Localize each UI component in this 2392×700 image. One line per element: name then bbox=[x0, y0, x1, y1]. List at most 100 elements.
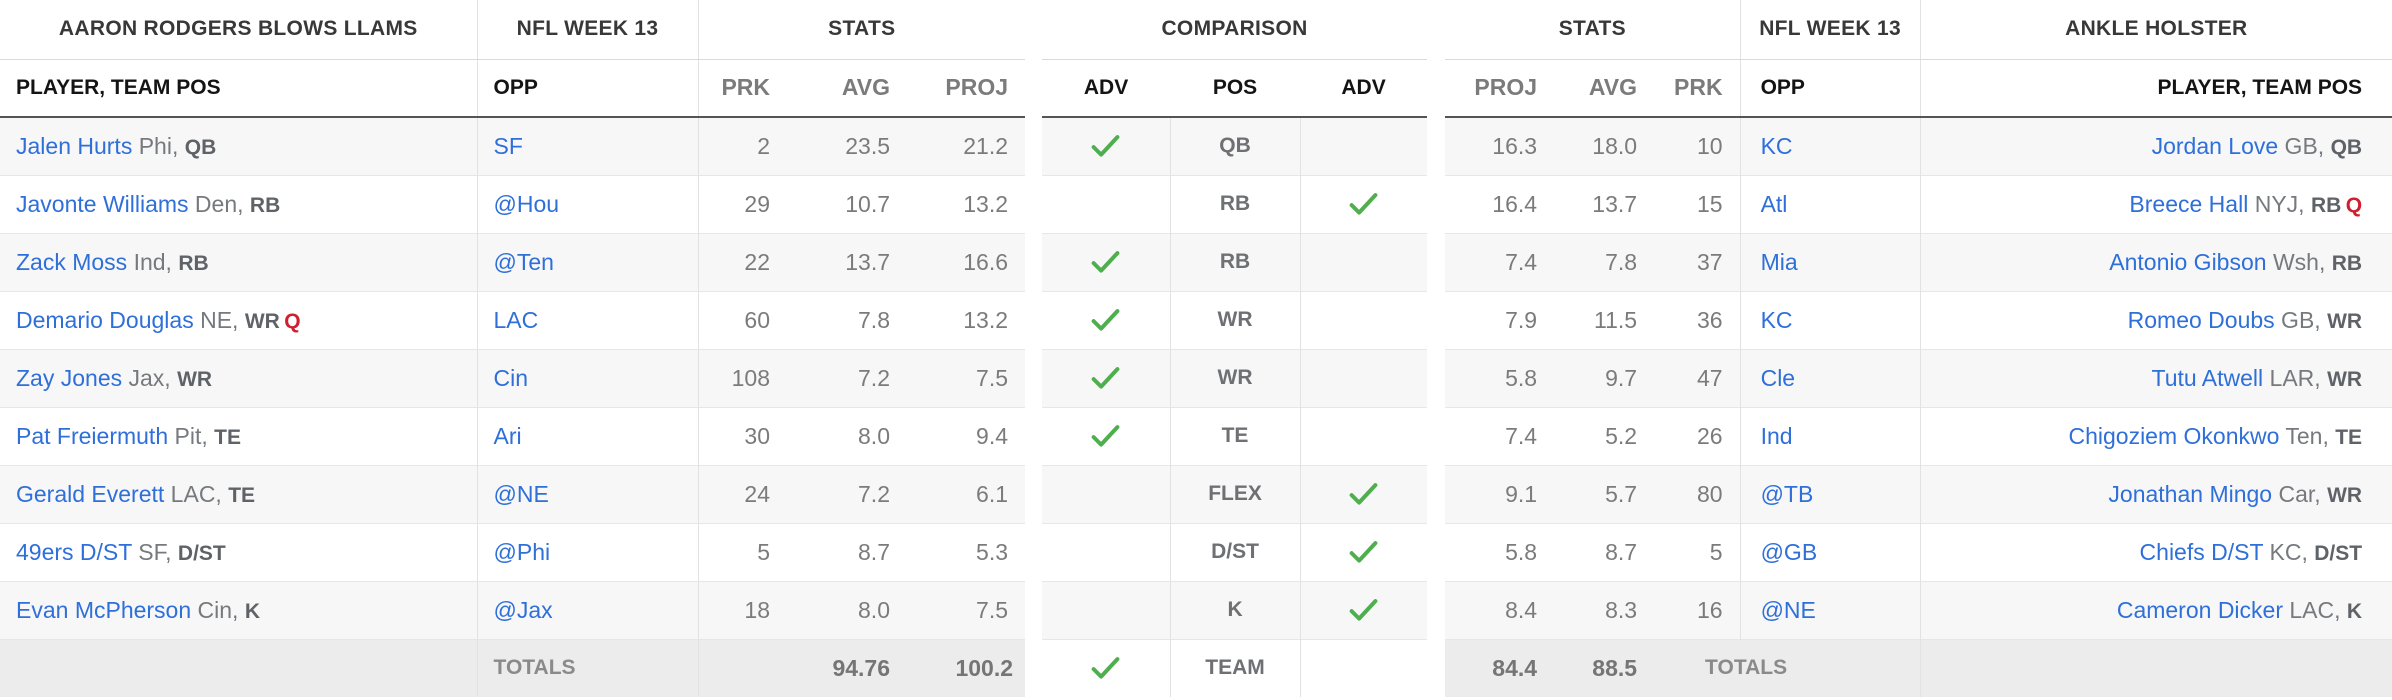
opponent-cell: Atl bbox=[1740, 175, 1921, 233]
position-cell: WR bbox=[1169, 291, 1301, 349]
advantage-check-icon bbox=[1090, 366, 1121, 389]
advantage-left-cell bbox=[1042, 349, 1170, 407]
position-cell: FLEX bbox=[1169, 465, 1301, 523]
prk-value: 2 bbox=[757, 132, 770, 159]
comparison-row: TE bbox=[1042, 407, 1428, 465]
player-link[interactable]: Tutu Atwell bbox=[2151, 364, 2264, 391]
position-label: K bbox=[1227, 598, 1243, 621]
left-week-header: NFL WEEK 13 bbox=[477, 0, 699, 60]
player-link[interactable]: Zack Moss bbox=[16, 248, 128, 275]
opponent-link[interactable]: Cin bbox=[493, 364, 529, 391]
opponent-link[interactable]: @Phi bbox=[493, 538, 551, 565]
opponent-link[interactable]: LAC bbox=[493, 306, 539, 333]
player-link[interactable]: Evan McPherson bbox=[16, 596, 192, 623]
player-link[interactable]: 49ers D/ST bbox=[16, 538, 132, 565]
right-proj-colhead: PROJ bbox=[1445, 59, 1550, 118]
opponent-link[interactable]: Mia bbox=[1760, 248, 1798, 275]
opponent-link[interactable]: @Ten bbox=[493, 248, 554, 275]
comparison-header: COMPARISON bbox=[1042, 0, 1428, 60]
player-team: Jax, bbox=[122, 364, 178, 391]
player-team: GB, bbox=[2274, 306, 2328, 333]
left-team-name: AARON RODGERS BLOWS LLAMS bbox=[0, 0, 478, 60]
player-team: SF, bbox=[131, 538, 178, 565]
player-link[interactable]: Demario Douglas bbox=[16, 306, 194, 333]
left-opp-colhead: OPP bbox=[477, 59, 699, 118]
comparison-row: WR bbox=[1042, 349, 1428, 407]
player-link[interactable]: Romeo Doubs bbox=[2127, 306, 2275, 333]
injury-status-icon: Q bbox=[284, 309, 301, 333]
avg-value: 8.3 bbox=[1605, 596, 1638, 623]
prk-value: 5 bbox=[757, 538, 770, 565]
player-link[interactable]: Chiefs D/ST bbox=[2139, 538, 2264, 565]
opponent-cell: @Ten bbox=[477, 233, 699, 291]
player-link[interactable]: Jalen Hurts bbox=[16, 132, 133, 159]
player-link[interactable]: Chigoziem Okonkwo bbox=[2068, 422, 2280, 449]
player-link[interactable]: Javonte Williams bbox=[16, 190, 189, 217]
player-row: 5.8 9.7 47 Cle Tutu Atwell LAR, WR bbox=[1445, 349, 2392, 407]
totals-avg-value: 88.5 bbox=[1592, 654, 1638, 681]
opponent-link[interactable]: Ind bbox=[1760, 422, 1793, 449]
opponent-cell: LAC bbox=[477, 291, 699, 349]
advantage-right-cell bbox=[1300, 639, 1427, 697]
advantage-check-icon bbox=[1090, 424, 1121, 447]
proj-value: 16.4 bbox=[1492, 190, 1538, 217]
position-cell: RB bbox=[1169, 175, 1301, 233]
avg-value: 7.2 bbox=[858, 480, 890, 507]
player-row: 8.4 8.3 16 @NE Cameron Dicker LAC, K bbox=[1445, 581, 2392, 639]
player-link[interactable]: Jordan Love bbox=[2151, 132, 2279, 159]
player-row: 49ers D/ST SF, D/ST @Phi 5 8.7 5.3 bbox=[0, 523, 1026, 581]
proj-value: 8.4 bbox=[1505, 596, 1538, 623]
opponent-link[interactable]: @GB bbox=[1760, 538, 1818, 565]
opponent-link[interactable]: Ari bbox=[493, 422, 522, 449]
proj-value: 16.6 bbox=[963, 248, 1009, 275]
player-team: LAC, bbox=[2282, 596, 2347, 623]
left-table-colhead-row: PLAYER, TEAM POS OPP PRK AVG PROJ bbox=[0, 59, 1026, 118]
position-label: D/ST bbox=[1211, 540, 1259, 563]
position-label: QB bbox=[1219, 134, 1251, 158]
comparison-row: QB bbox=[1042, 117, 1428, 175]
prk-value: 15 bbox=[1649, 175, 1741, 233]
left-proj-colhead: PROJ bbox=[902, 59, 1026, 118]
player-cell: Jonathan Mingo Car, WR bbox=[1920, 465, 2392, 523]
player-team: Ind, bbox=[127, 248, 179, 275]
position-label: TE bbox=[1221, 424, 1249, 447]
totals-label: TOTALS bbox=[477, 639, 699, 697]
opponent-link[interactable]: KC bbox=[1760, 132, 1793, 159]
prk-value: 16 bbox=[1649, 581, 1741, 639]
adv-right-colhead: ADV bbox=[1300, 59, 1428, 118]
player-link[interactable]: Breece Hall bbox=[2129, 190, 2249, 217]
prk-value: 5 bbox=[1649, 523, 1741, 581]
right-week-header: NFL WEEK 13 bbox=[1740, 0, 1921, 60]
player-link[interactable]: Zay Jones bbox=[16, 364, 123, 391]
player-link[interactable]: Antonio Gibson bbox=[2109, 248, 2267, 275]
right-team-table: STATS NFL WEEK 13 ANKLE HOLSTER PROJ AVG… bbox=[1445, 0, 2392, 697]
opponent-link[interactable]: @NE bbox=[1760, 596, 1816, 623]
opponent-link[interactable]: SF bbox=[493, 132, 523, 159]
player-position: D/ST bbox=[2314, 541, 2363, 565]
player-link[interactable]: Cameron Dicker bbox=[2116, 596, 2283, 623]
totals-proj-value: 100.2 bbox=[955, 654, 1014, 681]
advantage-right-cell bbox=[1300, 233, 1427, 291]
totals-spacer bbox=[1920, 639, 2392, 697]
opponent-link[interactable]: @Hou bbox=[493, 190, 560, 217]
proj-value: 5.8 bbox=[1505, 538, 1538, 565]
prk-value: 80 bbox=[1649, 465, 1741, 523]
opponent-link[interactable]: KC bbox=[1760, 306, 1793, 333]
player-link[interactable]: Pat Freiermuth bbox=[16, 422, 169, 449]
prk-value: 22 bbox=[744, 248, 770, 275]
player-position: K bbox=[244, 599, 260, 623]
player-link[interactable]: Jonathan Mingo bbox=[2108, 480, 2273, 507]
opponent-link[interactable]: @NE bbox=[493, 480, 549, 507]
player-cell: Zay Jones Jax, WR bbox=[0, 349, 478, 407]
player-cell: 49ers D/ST SF, D/ST bbox=[0, 523, 478, 581]
opponent-link[interactable]: Cle bbox=[1760, 364, 1796, 391]
proj-value: 7.9 bbox=[1505, 306, 1538, 333]
player-link[interactable]: Gerald Everett bbox=[16, 480, 165, 507]
player-position: RB bbox=[249, 193, 281, 217]
opponent-link[interactable]: @Jax bbox=[493, 596, 553, 623]
left-avg-colhead: AVG bbox=[782, 59, 902, 118]
opponent-link[interactable]: Atl bbox=[1760, 190, 1788, 217]
opponent-cell: Ind bbox=[1740, 407, 1921, 465]
opponent-link[interactable]: @TB bbox=[1760, 480, 1814, 507]
